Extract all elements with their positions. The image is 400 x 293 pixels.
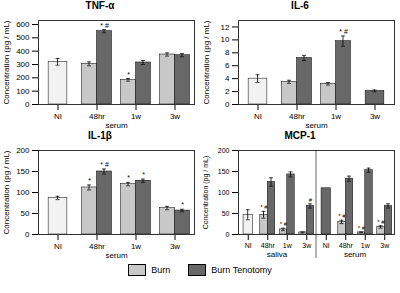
- svg-text:0: 0: [225, 100, 230, 109]
- svg-text:*: *: [181, 201, 184, 208]
- svg-text:serum: serum: [344, 250, 367, 259]
- svg-text:200: 200: [16, 146, 30, 155]
- svg-text:*: *: [142, 171, 145, 178]
- html-text:IL-6: IL-6: [291, 0, 309, 11]
- svg-text:NI: NI: [323, 242, 330, 249]
- svg-text:8: 8: [225, 48, 230, 57]
- svg-text:1w: 1w: [361, 242, 371, 249]
- svg-text:2: 2: [225, 87, 230, 96]
- svg-text:200: 200: [16, 73, 30, 82]
- svg-text:0: 0: [25, 100, 30, 109]
- svg-text:3w: 3w: [170, 112, 180, 121]
- html-text:IL-1β: IL-1β: [88, 130, 112, 141]
- svg-text:150: 150: [16, 167, 30, 176]
- svg-text:* #: * #: [100, 22, 109, 29]
- svg-text:3w: 3w: [370, 112, 380, 121]
- svg-text:3w: 3w: [380, 242, 390, 249]
- svg-text:saliva: saliva: [267, 250, 288, 259]
- svg-text:Concentration (pg / mL): Concentration (pg / mL): [2, 20, 11, 104]
- svg-text:0: 0: [25, 230, 30, 239]
- svg-text:1w: 1w: [331, 112, 341, 121]
- svg-text:serum: serum: [305, 121, 328, 130]
- svg-text:3w: 3w: [170, 242, 180, 251]
- svg-text:48hr: 48hr: [89, 242, 105, 251]
- svg-text:* #: * #: [100, 161, 109, 168]
- svg-text:400: 400: [16, 47, 30, 56]
- svg-text:*: *: [88, 177, 91, 184]
- svg-text:serum: serum: [105, 121, 128, 130]
- svg-text:*: *: [127, 174, 130, 181]
- svg-text:0: 0: [226, 231, 230, 238]
- svg-text:100: 100: [218, 189, 230, 196]
- svg-text:Concentration (pg / mL): Concentration (pg / mL): [2, 150, 11, 234]
- svg-text:#: #: [309, 197, 313, 203]
- svg-text:1w: 1w: [283, 242, 293, 249]
- svg-text:100: 100: [16, 87, 30, 96]
- html-text:Burn Tenotomy: Burn Tenotomy: [211, 265, 272, 275]
- svg-text:48hr: 48hr: [89, 112, 105, 121]
- svg-text:NI: NI: [254, 112, 262, 121]
- svg-text:150: 150: [218, 168, 230, 175]
- html-text:MCP-1: MCP-1: [284, 130, 316, 141]
- svg-text:3w: 3w: [302, 242, 312, 249]
- svg-text:6: 6: [225, 61, 230, 70]
- svg-text:1w: 1w: [131, 242, 141, 251]
- svg-text:500: 500: [16, 33, 30, 42]
- svg-text:300: 300: [16, 60, 30, 69]
- svg-text:12: 12: [221, 23, 230, 32]
- svg-text:50: 50: [21, 209, 30, 218]
- svg-text:1w: 1w: [131, 112, 141, 121]
- svg-text:NI: NI: [54, 242, 62, 251]
- svg-text:Concentration (pg / mL): Concentration (pg / mL): [202, 156, 210, 230]
- svg-text:50: 50: [222, 210, 230, 217]
- svg-text:NI: NI: [54, 112, 62, 121]
- svg-text:serum: serum: [105, 251, 128, 260]
- svg-text:100: 100: [16, 188, 30, 197]
- svg-text:200: 200: [218, 147, 230, 154]
- html-text:Burn: Burn: [151, 265, 171, 275]
- svg-text:NI: NI: [245, 242, 252, 249]
- html-text:TNF-α: TNF-α: [85, 0, 115, 11]
- svg-text:48hr: 48hr: [339, 242, 354, 249]
- svg-text:600: 600: [16, 20, 30, 29]
- svg-text:*: *: [127, 71, 130, 78]
- svg-text:* #: * #: [339, 28, 348, 35]
- svg-text:Concentration (pg / mL): Concentration (pg / mL): [202, 20, 211, 104]
- svg-text:4: 4: [225, 74, 230, 83]
- svg-text:48hr: 48hr: [261, 242, 276, 249]
- svg-text:48hr: 48hr: [289, 112, 305, 121]
- svg-text:10: 10: [221, 35, 230, 44]
